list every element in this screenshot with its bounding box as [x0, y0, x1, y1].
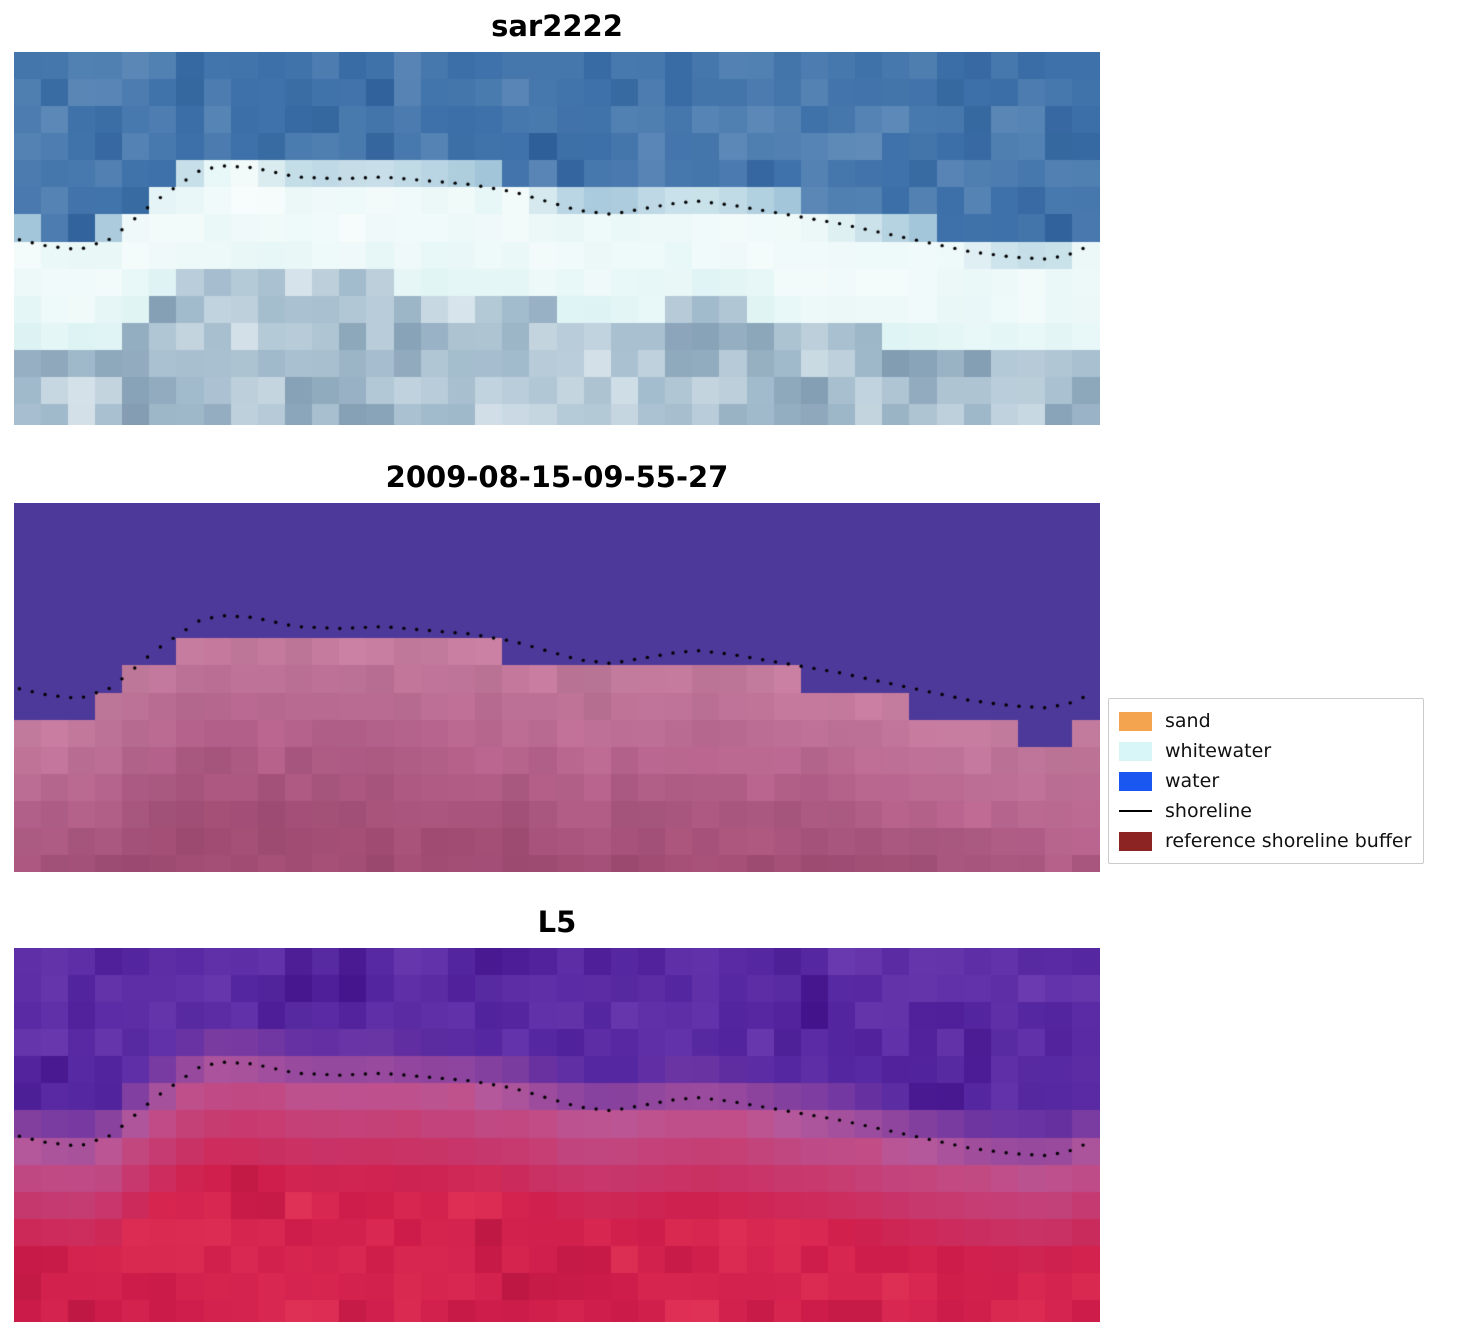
legend-entry-reference-shoreline-buffer: reference shoreline buffer — [1119, 826, 1411, 856]
legend-label: reference shoreline buffer — [1165, 830, 1412, 852]
legend-entry-sand: sand — [1119, 706, 1411, 736]
l5-image — [14, 948, 1100, 1322]
legend-label: whitewater — [1165, 740, 1272, 762]
classified-image — [14, 503, 1100, 872]
legend-label: sand — [1165, 710, 1211, 732]
water-swatch — [1119, 771, 1152, 791]
legend-label: shoreline — [1165, 800, 1252, 822]
whitewater-swatch — [1119, 741, 1152, 761]
legend-entry-whitewater: whitewater — [1119, 736, 1411, 766]
sar2222-satellite-image — [14, 52, 1100, 425]
reference-shoreline-buffer-swatch — [1119, 831, 1152, 851]
panel-title-sar2222: sar2222 — [491, 9, 623, 43]
panel-title-l5: L5 — [537, 905, 577, 939]
legend-entry-shoreline: shoreline — [1119, 796, 1411, 826]
legend-label: water — [1165, 770, 1220, 792]
shoreline-line-swatch — [1119, 810, 1152, 812]
legend-entry-water: water — [1119, 766, 1411, 796]
panel-title-classified: 2009-08-15-09-55-27 — [385, 460, 729, 494]
legend-box: sand whitewater water shoreline reference sh… — [1108, 698, 1425, 864]
sand-swatch — [1119, 711, 1152, 731]
